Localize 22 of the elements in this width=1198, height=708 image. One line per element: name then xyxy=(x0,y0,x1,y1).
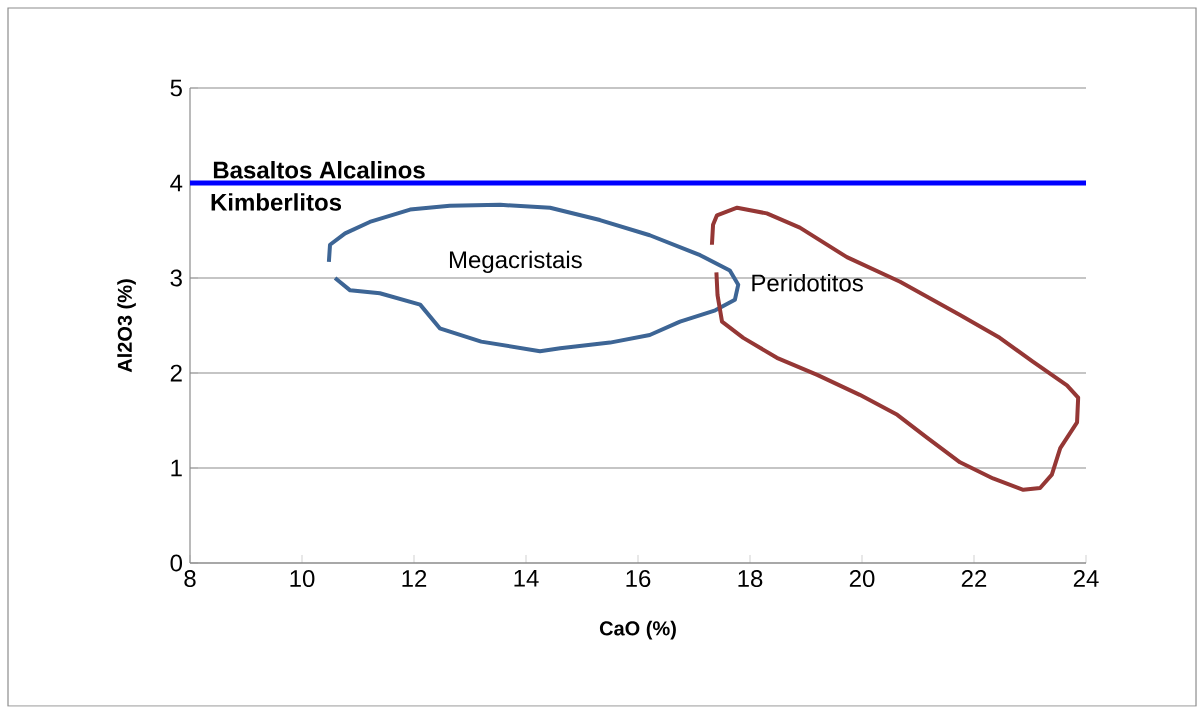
y-tick-label: 3 xyxy=(170,269,182,287)
y-tick-label: 4 xyxy=(170,174,183,192)
annotation: Megacristais xyxy=(449,250,582,274)
x-tick-label: 14 xyxy=(514,570,539,587)
x-tick-label: 18 xyxy=(738,570,763,588)
y-tick-label: 0 xyxy=(170,554,183,572)
ref-line-label: Basaltos Alcalinos xyxy=(213,160,425,179)
x-axis-title: CaO (%) xyxy=(599,620,676,640)
y-tick-label: 2 xyxy=(170,364,182,382)
x-tick-label: 22 xyxy=(961,570,987,587)
x-tick-label: 12 xyxy=(402,570,427,587)
y-tick-label: 1 xyxy=(171,459,182,477)
annotation: Peridotitos xyxy=(752,273,863,292)
x-tick-label: 8 xyxy=(184,570,196,588)
y-tick-label: 5 xyxy=(170,79,182,97)
x-tick-label: 16 xyxy=(626,570,651,588)
annotation: Kimberlitos xyxy=(211,193,342,211)
y-axis-title: Al2O3 (%) xyxy=(117,279,136,373)
x-tick-label: 10 xyxy=(290,570,315,588)
x-tick-label: 20 xyxy=(849,570,875,588)
line-series xyxy=(709,205,1081,492)
x-tick-label: 24 xyxy=(1073,570,1099,587)
